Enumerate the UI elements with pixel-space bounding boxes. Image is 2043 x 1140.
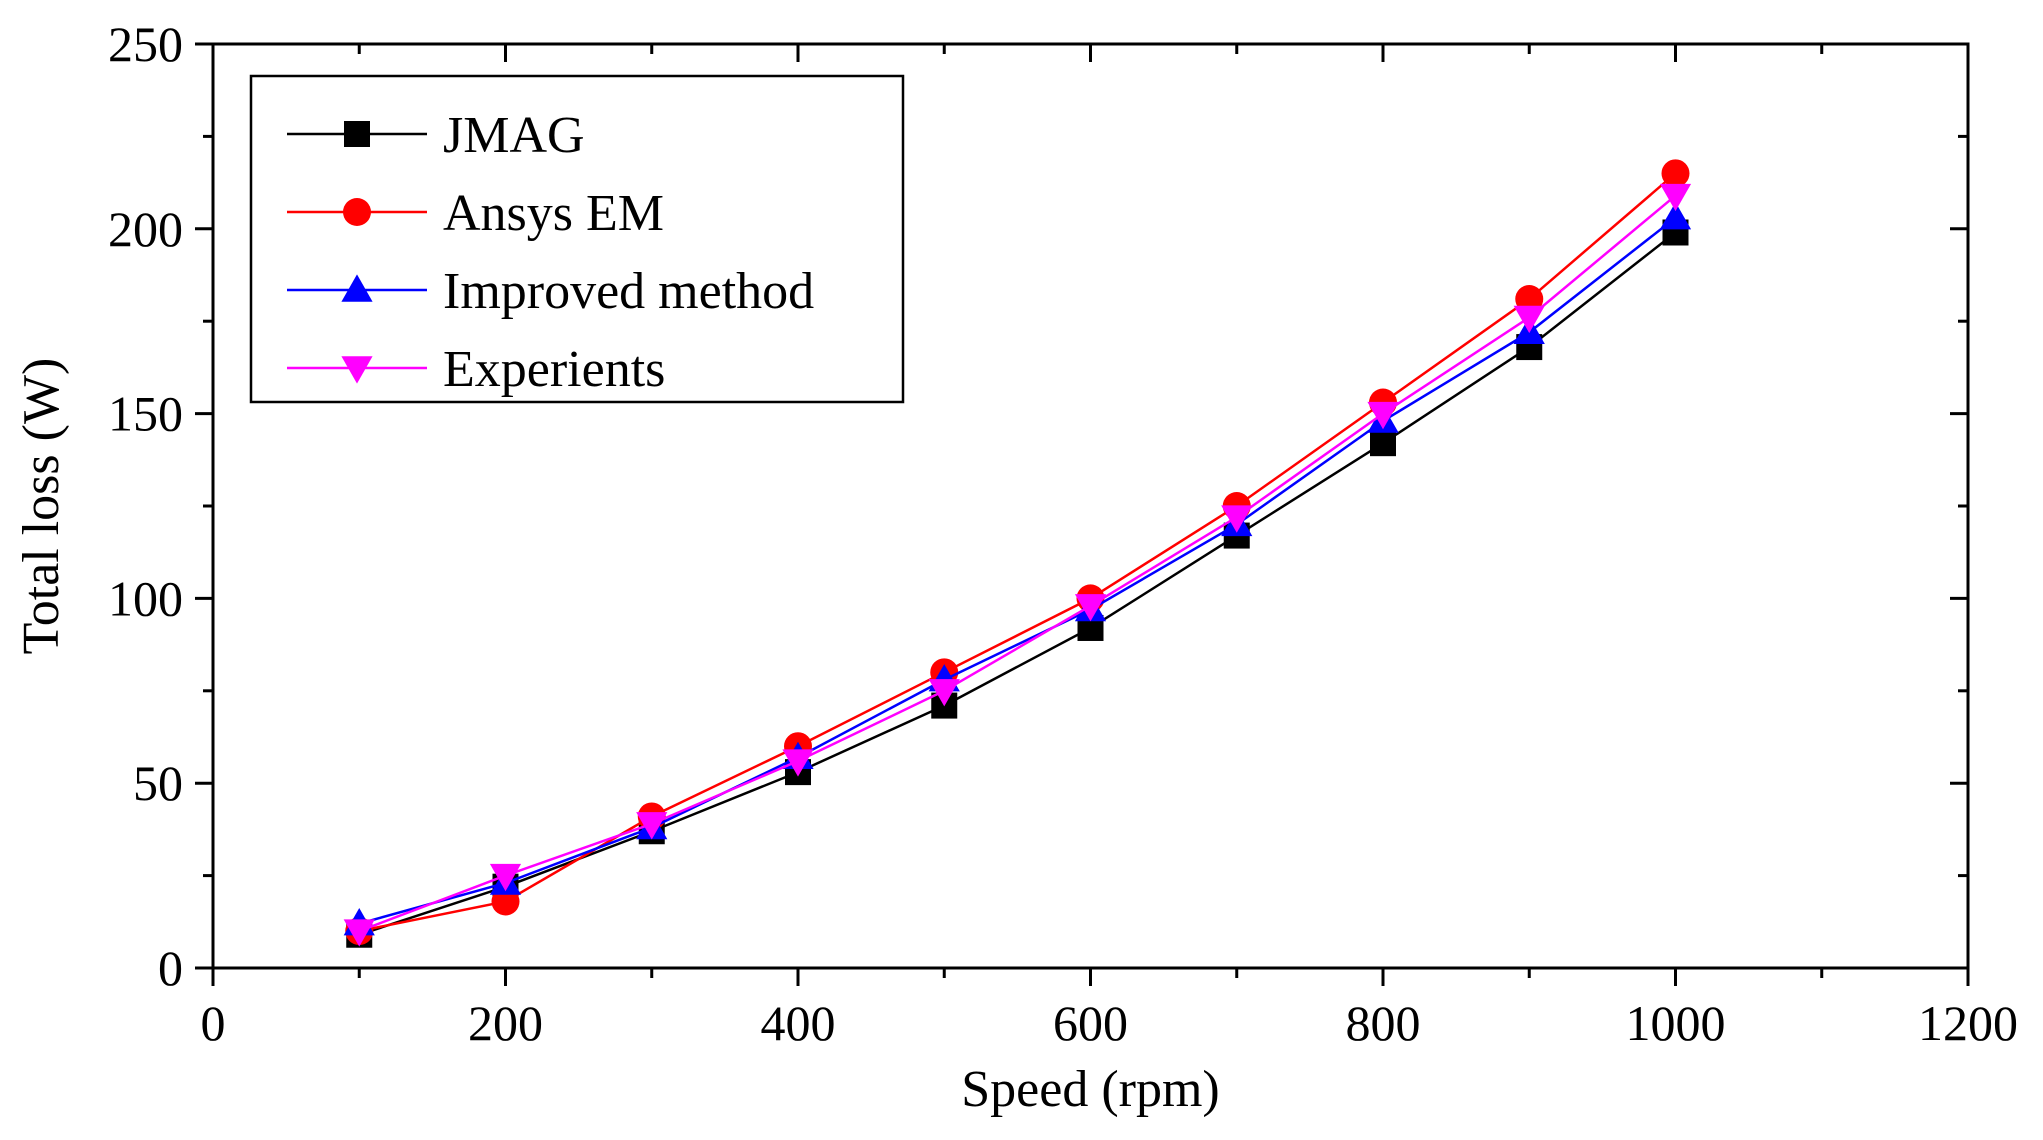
series-3 <box>343 183 1692 947</box>
data-point <box>1513 305 1545 334</box>
data-point <box>343 919 375 947</box>
series-line <box>358 194 1677 933</box>
data-point <box>1659 202 1692 230</box>
x-tick-label: 800 <box>1346 995 1421 1051</box>
ticks-layer: 0 200 400 600 800 1000 1200 0 50 100 150 200 250 <box>108 16 2018 1051</box>
y-tick-label: 200 <box>108 201 183 257</box>
x-tick-label: 400 <box>761 995 836 1051</box>
data-point <box>636 812 668 840</box>
x-tick-label: 0 <box>201 995 226 1051</box>
legend-marker <box>343 198 371 226</box>
legend-marker <box>344 121 370 147</box>
x-tick-label: 600 <box>1053 995 1128 1051</box>
plot-frame <box>211 42 1970 970</box>
data-point <box>1367 401 1399 430</box>
data-point <box>1659 183 1692 212</box>
series-line <box>359 172 1677 933</box>
data-point <box>1370 430 1396 457</box>
y-tick-label: 50 <box>133 755 183 811</box>
y-tick-label: 0 <box>158 940 183 996</box>
data-point <box>1074 594 1107 622</box>
legend-label: JMAG <box>443 107 585 164</box>
x-tick-label: 200 <box>468 995 543 1051</box>
legend-label: Ansys EM <box>443 185 664 242</box>
x-axis-title: Speed (rpm) <box>961 1061 1219 1118</box>
data-point <box>1221 505 1253 533</box>
data-point <box>489 863 522 892</box>
legend-marker <box>341 356 373 384</box>
legend-marker <box>341 274 373 302</box>
y-tick-label: 100 <box>108 570 183 626</box>
y-tick-label: 150 <box>108 386 183 442</box>
legend-label: Experients <box>443 341 665 398</box>
series-line <box>358 216 1677 925</box>
data-point <box>782 749 814 777</box>
legend: JMAG Ansys EM Improved method Experients <box>249 74 905 404</box>
y-tick-label: 250 <box>108 16 183 72</box>
y-axis-title: Total loss (W) <box>13 358 70 655</box>
x-tick-label: 1000 <box>1626 995 1726 1051</box>
data-point <box>1661 159 1690 188</box>
legend-label: Improved method <box>443 263 814 320</box>
data-point <box>928 679 960 707</box>
series-layer <box>343 159 1692 948</box>
x-tick-label: 1200 <box>1918 995 2018 1051</box>
